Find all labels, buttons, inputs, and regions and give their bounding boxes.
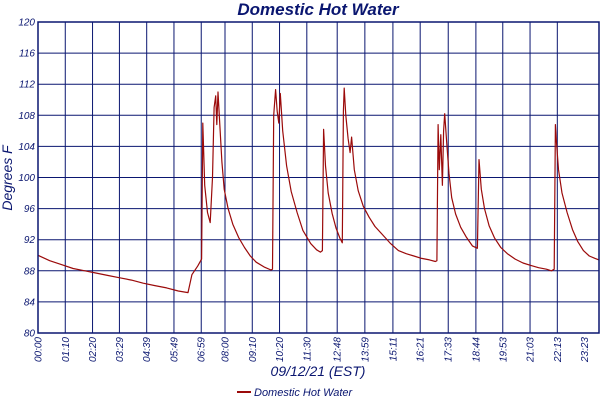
series-line-domestic-hot-water [37, 87, 600, 294]
legend-label-domestic-hot-water: Domestic Hot Water [254, 387, 354, 399]
y-axis-title: Degrees F [0, 144, 15, 211]
y-tick-label: 120 [18, 18, 35, 29]
y-tick-label: 92 [24, 235, 36, 246]
y-tick-label: 80 [24, 329, 36, 340]
x-tick-label: 22:13 [553, 337, 564, 363]
x-tick-label: 13:59 [360, 337, 371, 362]
x-tick-label: 10:20 [275, 337, 286, 362]
x-tick-label: 01:10 [61, 337, 72, 362]
x-tick-label: 06:59 [197, 337, 208, 362]
legend: Domestic Hot Water [237, 387, 354, 399]
grid [38, 21, 599, 334]
y-tick-label: 88 [24, 266, 36, 277]
x-tick-label: 12:48 [333, 337, 344, 362]
x-tick-label: 04:39 [142, 337, 153, 362]
x-tick-label: 08:00 [221, 337, 232, 362]
y-axis-ticks: 80 84 88 92 96 100 104 108 112 116 120 [18, 18, 35, 340]
x-tick-label: 17:33 [444, 337, 455, 362]
y-tick-label: 108 [18, 111, 35, 122]
x-tick-label: 18:44 [471, 337, 482, 362]
y-tick-label: 84 [24, 297, 36, 308]
y-tick-label: 96 [24, 204, 36, 215]
x-tick-label: 11:30 [302, 337, 313, 362]
x-tick-label: 05:49 [169, 337, 180, 362]
y-tick-label: 100 [18, 173, 35, 184]
y-tick-label: 104 [18, 142, 35, 153]
x-tick-label: 03:29 [115, 337, 126, 362]
plot-frame [37, 21, 600, 334]
chart-title: Domestic Hot Water [237, 0, 400, 19]
x-axis-ticks: 00:00 01:10 02:20 03:29 04:39 05:49 06:59 08:00… [34, 337, 592, 363]
x-axis-title: 09/12/21 (EST) [271, 363, 366, 379]
x-tick-label: 15:11 [388, 337, 399, 361]
x-tick-label: 16:21 [416, 337, 427, 362]
series-layer [37, 87, 600, 294]
x-tick-label: 21:03 [526, 337, 537, 363]
x-tick-label: 02:20 [88, 337, 99, 362]
x-tick-label: 19:53 [498, 337, 509, 362]
x-tick-label: 23:23 [580, 337, 591, 363]
y-tick-label: 112 [19, 80, 35, 91]
y-tick-label: 116 [19, 49, 35, 60]
x-tick-label: 09:10 [248, 337, 259, 362]
x-tick-label: 00:00 [34, 337, 45, 362]
